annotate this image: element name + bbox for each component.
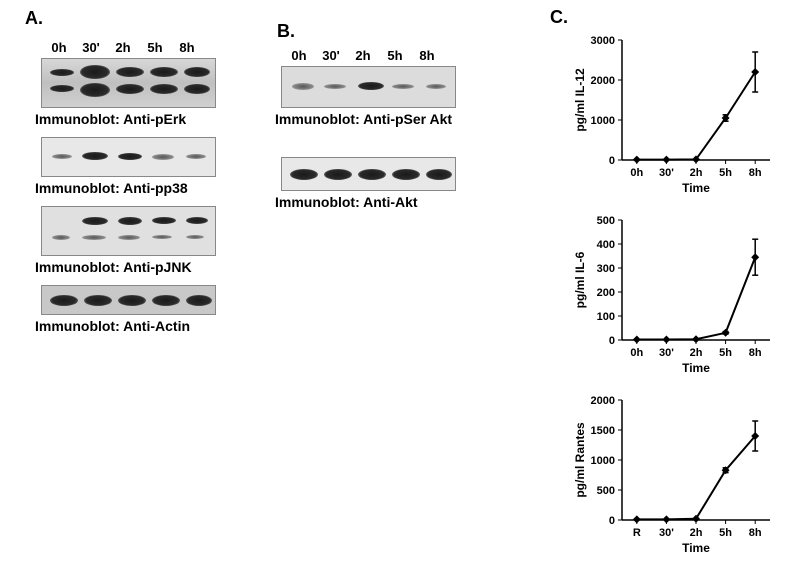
- time-label: 5h: [143, 40, 167, 55]
- svg-text:300: 300: [597, 263, 615, 275]
- svg-text:2h: 2h: [690, 347, 703, 359]
- svg-text:3000: 3000: [591, 35, 615, 47]
- svg-text:400: 400: [597, 239, 615, 251]
- svg-text:Time: Time: [682, 541, 710, 555]
- svg-text:0: 0: [609, 515, 615, 527]
- blot-label-pakt: Immunoblot: Anti-pSer Akt: [275, 111, 505, 127]
- svg-text:0h: 0h: [630, 167, 643, 179]
- blot-actin: [41, 285, 216, 315]
- time-label: 2h: [351, 48, 375, 63]
- svg-text:5h: 5h: [719, 347, 732, 359]
- blot-perk: [41, 58, 216, 108]
- svg-text:8h: 8h: [749, 527, 762, 539]
- chart-il6-svg: 0 100 200 300 400 500 0h 30' 2h 5h 8h Time pg/ml IL-…: [570, 210, 780, 380]
- time-label: 2h: [111, 40, 135, 55]
- svg-text:Time: Time: [682, 181, 710, 195]
- svg-text:8h: 8h: [749, 347, 762, 359]
- svg-text:1000: 1000: [591, 455, 615, 467]
- svg-text:2000: 2000: [591, 395, 615, 407]
- svg-text:30': 30': [659, 167, 674, 179]
- blot-pjnk: [41, 206, 216, 256]
- blot-label-akt: Immunoblot: Anti-Akt: [275, 194, 505, 210]
- svg-text:pg/ml IL-12: pg/ml IL-12: [573, 68, 587, 132]
- panel-c-label: C.: [550, 7, 568, 28]
- time-label: 0h: [287, 48, 311, 63]
- svg-text:200: 200: [597, 287, 615, 299]
- svg-text:0h: 0h: [630, 347, 643, 359]
- svg-text:8h: 8h: [749, 167, 762, 179]
- svg-text:1500: 1500: [591, 425, 615, 437]
- svg-text:2000: 2000: [591, 75, 615, 87]
- blot-label-actin: Immunoblot: Anti-Actin: [35, 318, 265, 334]
- svg-text:500: 500: [597, 215, 615, 227]
- chart-rantes: 0 500 1000 1500 2000 R 30' 2h 5h 8h Time pg/ml Rant…: [570, 390, 765, 560]
- chart-il12-svg: 0 1000 2000 3000 0h 30' 2h 5h 8h Time pg/ml IL-12: [570, 30, 780, 200]
- blot-pakt: [281, 66, 456, 108]
- svg-text:pg/ml IL-6: pg/ml IL-6: [573, 251, 587, 308]
- time-label: 5h: [383, 48, 407, 63]
- panel-a-time-header: 0h 30' 2h 5h 8h: [47, 40, 265, 55]
- panel-a-content: 0h 30' 2h 5h 8h Immunoblot: Anti-pErk Im…: [35, 40, 265, 344]
- panel-b-label: B.: [277, 21, 295, 42]
- chart-il12: 0 1000 2000 3000 0h 30' 2h 5h 8h Time pg/ml IL-12: [570, 30, 765, 200]
- svg-text:0: 0: [609, 155, 615, 167]
- blot-pp38: [41, 137, 216, 177]
- svg-text:100: 100: [597, 311, 615, 323]
- time-label: 8h: [415, 48, 439, 63]
- time-label: 30': [319, 48, 343, 63]
- panel-a-label: A.: [25, 8, 43, 29]
- svg-text:1000: 1000: [591, 115, 615, 127]
- blot-label-pjnk: Immunoblot: Anti-pJNK: [35, 259, 265, 275]
- time-label: 0h: [47, 40, 71, 55]
- panel-b-content: 0h 30' 2h 5h 8h Immunoblot: Anti-pSer Ak…: [275, 48, 505, 220]
- blot-akt: [281, 157, 456, 191]
- svg-text:pg/ml Rantes: pg/ml Rantes: [573, 422, 587, 498]
- time-label: 8h: [175, 40, 199, 55]
- svg-text:5h: 5h: [719, 527, 732, 539]
- svg-text:Time: Time: [682, 361, 710, 375]
- svg-text:2h: 2h: [690, 527, 703, 539]
- chart-il6: 0 100 200 300 400 500 0h 30' 2h 5h 8h Time pg/ml IL-…: [570, 210, 765, 380]
- svg-text:R: R: [633, 527, 641, 539]
- chart-rantes-svg: 0 500 1000 1500 2000 R 30' 2h 5h 8h Time pg/ml Rant…: [570, 390, 780, 560]
- svg-text:5h: 5h: [719, 167, 732, 179]
- svg-text:30': 30': [659, 527, 674, 539]
- svg-text:30': 30': [659, 347, 674, 359]
- svg-text:500: 500: [597, 485, 615, 497]
- svg-text:0: 0: [609, 335, 615, 347]
- panel-b-time-header: 0h 30' 2h 5h 8h: [287, 48, 505, 63]
- blot-label-perk: Immunoblot: Anti-pErk: [35, 111, 265, 127]
- time-label: 30': [79, 40, 103, 55]
- svg-text:2h: 2h: [690, 167, 703, 179]
- blot-label-pp38: Immunoblot: Anti-pp38: [35, 180, 265, 196]
